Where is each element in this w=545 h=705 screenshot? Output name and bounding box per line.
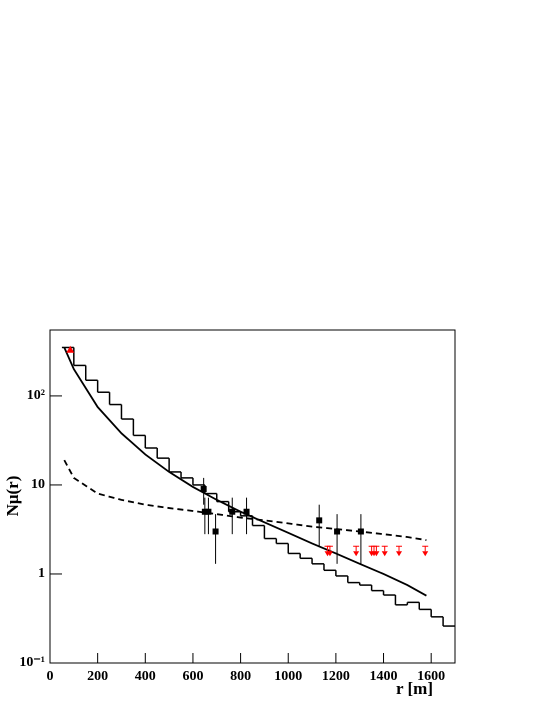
upper-limit: [373, 545, 380, 557]
upper-limit: [326, 545, 333, 557]
upper-limit-arrow: [326, 551, 333, 557]
x-tick-label: 800: [230, 669, 251, 684]
y-tick-label: 10⁻¹: [19, 655, 45, 670]
curve: [63, 347, 427, 597]
data-point: [243, 508, 250, 515]
data-point: [205, 508, 212, 515]
data-point: [201, 508, 208, 515]
data-point: [200, 486, 207, 493]
y-axis-title: Nμ(r): [3, 476, 22, 517]
x-tick-label: 1000: [274, 669, 302, 684]
upper-limit: [353, 545, 360, 557]
curve: [63, 459, 427, 542]
data-point: [357, 528, 364, 535]
upper-limit: [422, 545, 429, 557]
y-tick-label: 10: [31, 477, 45, 492]
data-point: [212, 528, 219, 535]
upper-limit-arrow: [373, 551, 380, 557]
y-tick-label: 1: [38, 566, 45, 581]
x-tick-label: 200: [87, 669, 108, 684]
upper-limit-arrow: [422, 551, 429, 557]
triangle-point: [66, 345, 75, 353]
upper-limit-arrow: [353, 551, 360, 557]
upper-limit: [396, 545, 403, 557]
x-tick-label: 600: [182, 669, 203, 684]
x-tick-label: 1600: [417, 669, 445, 684]
x-axis-title: r [m]: [396, 679, 433, 698]
upper-limit-arrow: [396, 551, 403, 557]
y-tick-label: 10²: [27, 388, 45, 403]
data-point: [316, 517, 323, 524]
x-tick-label: 0: [47, 669, 54, 684]
data-point: [334, 528, 341, 535]
upper-limit-arrow: [381, 551, 388, 557]
upper-limit: [381, 545, 388, 557]
data-point: [229, 508, 236, 515]
x-tick-label: 1200: [322, 669, 350, 684]
plot-frame: [49, 329, 456, 664]
x-tick-label: 1400: [370, 669, 398, 684]
x-tick-label: 400: [135, 669, 156, 684]
